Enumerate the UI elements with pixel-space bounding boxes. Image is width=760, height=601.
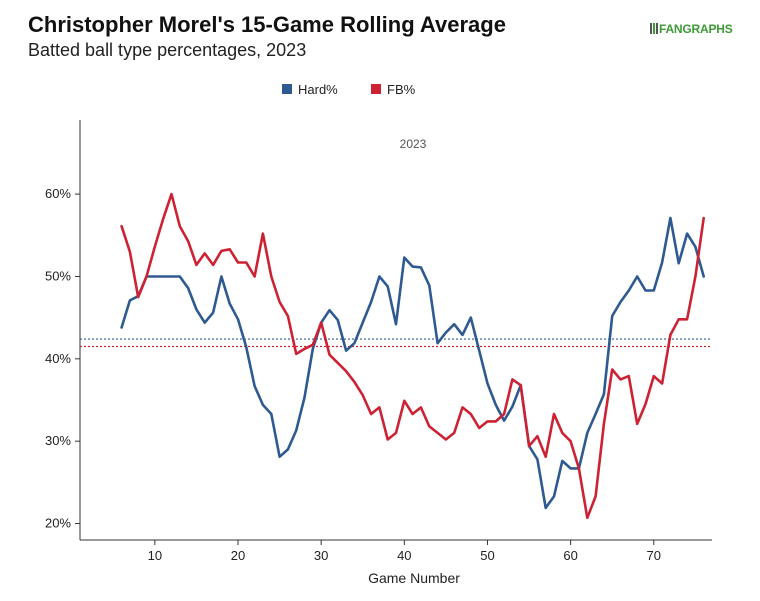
- legend-swatch-hard: [282, 84, 292, 94]
- x-tick-label: 60: [563, 548, 577, 563]
- y-tick-label: 50%: [45, 268, 71, 283]
- series-lines: [120, 192, 706, 520]
- panel-label-year: 2023: [400, 137, 427, 151]
- legend-swatch-fb: [371, 84, 381, 94]
- legend: Hard% FB%: [282, 82, 416, 97]
- tick-labels: 20% 30% 40% 50% 60% 10 20 30 40 50 60 70: [45, 186, 661, 563]
- x-tick-label: 40: [397, 548, 411, 563]
- axes: [75, 120, 712, 545]
- chart-subtitle: Batted ball type percentages, 2023: [28, 40, 307, 60]
- fangraphs-bars-icon: [650, 23, 658, 34]
- y-tick-label: 30%: [45, 433, 71, 448]
- x-tick-label: 70: [647, 548, 661, 563]
- legend-label-fb: FB%: [387, 82, 416, 97]
- fangraphs-logo-text: FANGRAPHS: [659, 22, 733, 36]
- chart-title: Christopher Morel's 15-Game Rolling Aver…: [28, 12, 506, 37]
- x-tick-label: 10: [148, 548, 162, 563]
- x-tick-label: 50: [480, 548, 494, 563]
- x-axis-label: Game Number: [368, 570, 460, 586]
- x-tick-label: 20: [231, 548, 245, 563]
- average-lines: [80, 338, 712, 348]
- series-line-fb: [120, 192, 706, 520]
- series-line-hard: [120, 216, 706, 510]
- x-tick-label: 30: [314, 548, 328, 563]
- fangraphs-logo[interactable]: FANGRAPHS: [650, 22, 733, 36]
- legend-label-hard: Hard%: [298, 82, 338, 97]
- y-tick-label: 60%: [45, 186, 71, 201]
- y-tick-label: 40%: [45, 351, 71, 366]
- y-tick-label: 20%: [45, 516, 71, 531]
